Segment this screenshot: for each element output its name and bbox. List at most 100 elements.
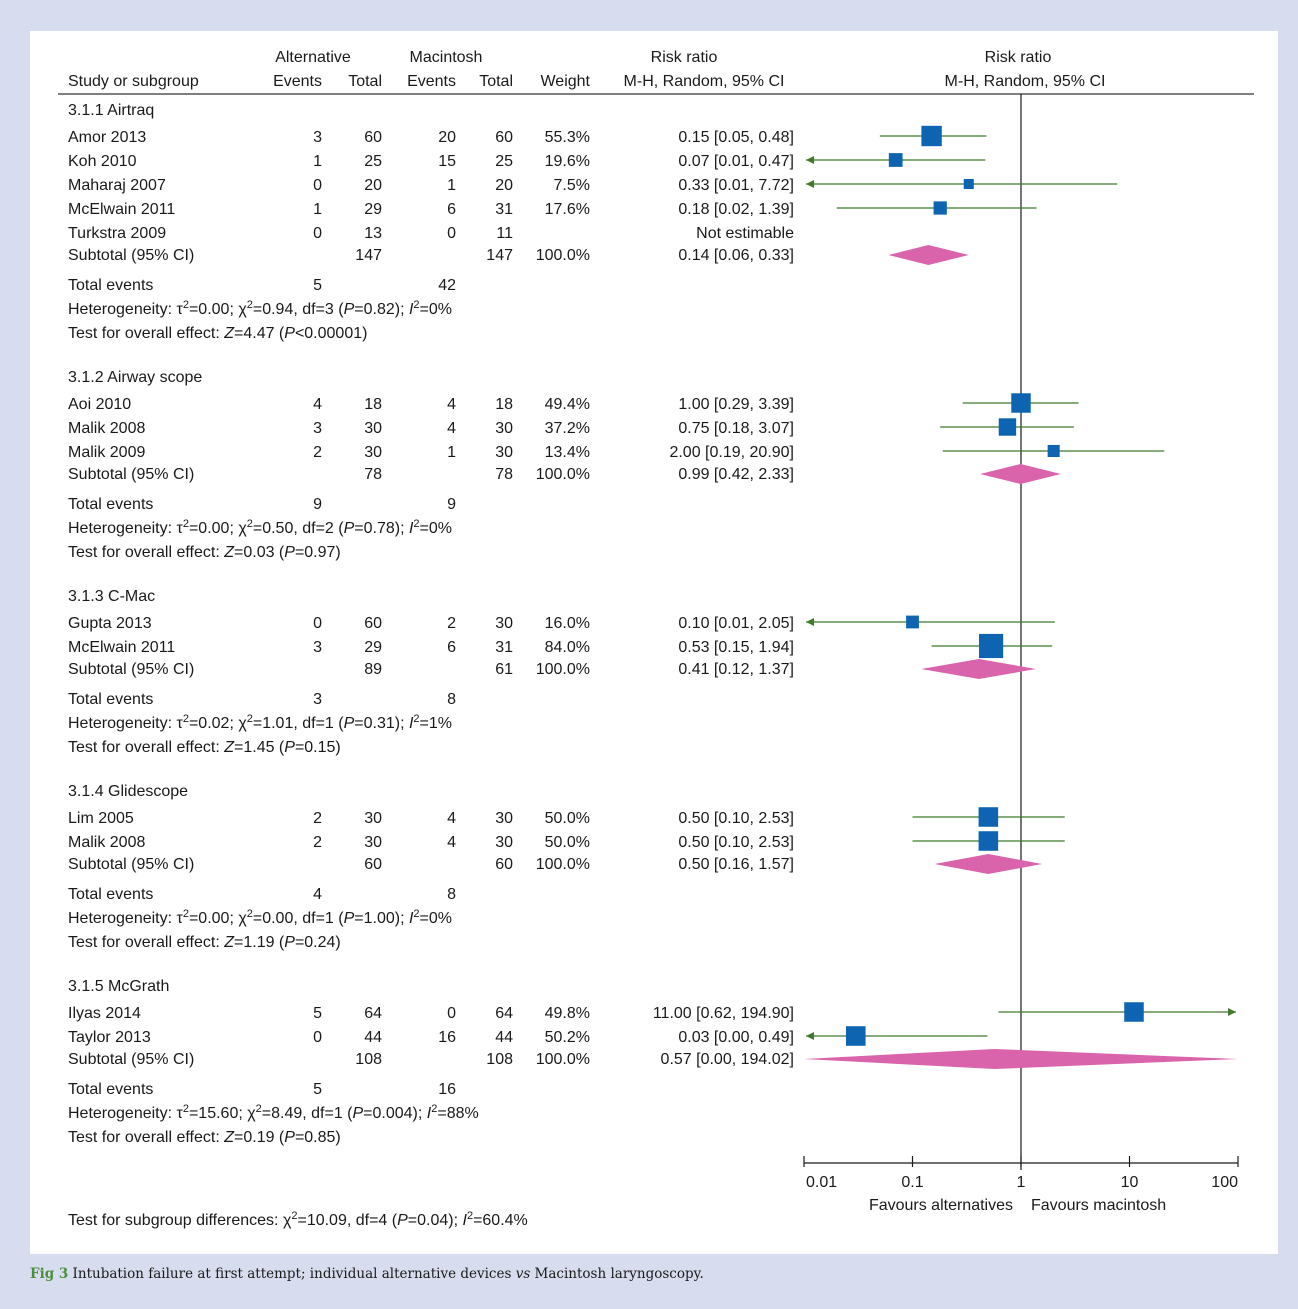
header-group1: Alternative	[275, 49, 351, 66]
subgroup-2-study-3-total-2: 30	[495, 444, 513, 461]
subgroup-1-study-3-weight: 7.5%	[554, 177, 590, 194]
subgroup-4-study-2-total-2: 30	[495, 834, 513, 851]
caption-text-1: Intubation failure at first attempt; ind…	[72, 1266, 516, 1282]
subgroup-1-study-3-square	[963, 178, 974, 190]
subgroup-1-subtotal-weight: 100.0%	[536, 247, 590, 264]
header-total-1: Total	[348, 73, 382, 90]
subgroup-1-study-1-events-2: 20	[438, 129, 456, 146]
subgroup-2-study-2-events-1: 3	[313, 420, 322, 437]
subgroup-1-overall-effect: Test for overall effect: Z=4.47 (P<0.000…	[68, 325, 367, 342]
subgroup-1-title: 3.1.1 Airtraq	[68, 102, 154, 119]
subgroup-3-total-events-1: 3	[313, 691, 322, 708]
subgroup-3-study-2-weight: 84.0%	[545, 639, 590, 656]
subgroup-3-title: 3.1.3 C-Mac	[68, 588, 155, 605]
subgroup-5-study-1-weight: 49.8%	[545, 1005, 590, 1022]
subgroup-5-study-2-square	[845, 1026, 866, 1046]
subgroup-4-study-1-weight: 50.0%	[545, 810, 590, 827]
subgroup-5-study-1-ci-arrow-right	[1228, 1008, 1236, 1016]
subgroup-5-study-2-events-1: 0	[313, 1029, 322, 1046]
subgroup-5-study-2-events-2: 16	[438, 1029, 456, 1046]
favours-left-label: Favours alternatives	[869, 1197, 1013, 1214]
subgroup-3-study-2-events-1: 3	[313, 639, 322, 656]
subgroup-3-study-2-events-2: 6	[447, 639, 456, 656]
subgroup-3-study-2-total-2: 31	[495, 639, 513, 656]
subgroup-2-study-3-total-1: 30	[364, 444, 382, 461]
subgroup-3-study-2-name: McElwain 2011	[68, 639, 175, 656]
subgroup-1-heterogeneity: Heterogeneity: τ2=0.00; χ2=0.94, df=3 (P…	[68, 299, 452, 318]
subgroup-5-study-2-total-1: 44	[364, 1029, 382, 1046]
subgroup-2-study-1-events-2: 4	[447, 396, 456, 413]
subgroup-2-study-3-events-1: 2	[313, 444, 322, 461]
subgroup-5-subtotal-total-2: 108	[486, 1051, 513, 1068]
subgroup-2-study-3-name: Malik 2009	[68, 444, 145, 461]
subgroup-1-study-2-square	[888, 153, 903, 167]
header-rr-table-1: Risk ratio	[651, 49, 718, 66]
subgroup-2-subtotal-total-1: 78	[364, 466, 382, 483]
subgroup-1-study-3-total-2: 20	[495, 177, 513, 194]
subgroup-4-subtotal-weight: 100.0%	[536, 856, 590, 873]
subgroup-2-study-3-square	[1047, 444, 1060, 458]
subgroup-3-study-2-square	[979, 633, 1004, 659]
subgroup-4-study-1-name: Lim 2005	[68, 810, 134, 827]
subgroup-2-study-2-square	[998, 418, 1017, 436]
x-axis-tick-label-4: 10	[1121, 1174, 1139, 1191]
subgroup-3-study-1-events-2: 2	[447, 615, 456, 632]
subgroup-3-subtotal-total-1: 89	[364, 661, 382, 678]
subgroup-1-study-2-name: Koh 2010	[68, 153, 137, 170]
subgroup-4-study-2-ci-text: 0.50 [0.10, 2.53]	[678, 834, 794, 851]
subgroup-2-study-3-ci-text: 2.00 [0.19, 20.90]	[669, 444, 794, 461]
subgroup-5-study-1-events-2: 0	[447, 1005, 456, 1022]
favours-right-label: Favours macintosh	[1031, 1197, 1166, 1214]
subgroup-4-subtotal-diamond	[934, 854, 1043, 874]
subgroup-1-study-5-name: Turkstra 2009	[68, 225, 166, 242]
subgroup-4-total-events-1: 4	[313, 886, 322, 903]
subgroup-1-subtotal-total-2: 147	[486, 247, 513, 264]
subgroup-5-study-1-total-2: 64	[495, 1005, 513, 1022]
subgroup-3-subtotal-total-2: 61	[495, 661, 513, 678]
subgroup-1-study-3-name: Maharaj 2007	[68, 177, 166, 194]
subgroup-2-study-2-total-2: 30	[495, 420, 513, 437]
subgroup-1-study-2-events-2: 15	[438, 153, 456, 170]
subgroup-5-subtotal-total-1: 108	[355, 1051, 382, 1068]
subgroup-4-subtotal-total-2: 60	[495, 856, 513, 873]
subgroup-1-study-5-total-1: 13	[364, 225, 382, 242]
subgroup-1-total-events-1: 5	[313, 277, 322, 294]
figure-panel	[30, 31, 1278, 1254]
subgroup-3-subtotal-weight: 100.0%	[536, 661, 590, 678]
subgroup-1-study-1-weight: 55.3%	[545, 129, 590, 146]
header-rr-table-2: M-H, Random, 95% CI	[624, 73, 785, 90]
subgroup-1-study-4-square	[933, 201, 947, 215]
subgroup-2-study-2-ci-text: 0.75 [0.18, 3.07]	[678, 420, 794, 437]
subgroup-4-subtotal-total-1: 60	[364, 856, 382, 873]
subgroup-4-study-1-square	[978, 807, 999, 827]
subgroup-2-subtotal-total-2: 78	[495, 466, 513, 483]
subgroup-5-subtotal-weight: 100.0%	[536, 1051, 590, 1068]
subgroup-2-total-events-1: 9	[313, 496, 322, 513]
subgroup-2-study-2-events-2: 4	[447, 420, 456, 437]
subgroup-1-study-4-events-1: 1	[313, 201, 322, 218]
subgroup-2-study-1-events-1: 4	[313, 396, 322, 413]
subgroup-5-study-1-ci-text: 11.00 [0.62, 194.90]	[653, 1005, 794, 1022]
subgroup-5-study-2-weight: 50.2%	[545, 1029, 590, 1046]
subgroup-2-study-1-name: Aoi 2010	[68, 396, 131, 413]
subgroup-3-study-2-ci-text: 0.53 [0.15, 1.94]	[678, 639, 794, 656]
subgroup-5-study-1-name: Ilyas 2014	[68, 1005, 141, 1022]
subgroup-1-study-2-total-2: 25	[495, 153, 513, 170]
caption-vs: vs	[515, 1266, 531, 1282]
subgroup-1-study-4-total-1: 29	[364, 201, 382, 218]
subgroup-1-study-1-square	[921, 125, 942, 147]
subgroup-2-subtotal-ci-text: 0.99 [0.42, 2.33]	[678, 466, 794, 483]
subgroup-5-subtotal-ci-text: 0.57 [0.00, 194.02]	[661, 1051, 794, 1068]
subgroup-1-study-4-events-2: 6	[447, 201, 456, 218]
header-rr-plot-1: Risk ratio	[985, 49, 1052, 66]
subgroup-3-study-1-name: Gupta 2013	[68, 615, 152, 632]
subgroup-2-study-2-weight: 37.2%	[545, 420, 590, 437]
subgroup-4-total-events-2: 8	[447, 886, 456, 903]
subgroup-1-study-1-events-1: 3	[313, 129, 322, 146]
subgroup-4-study-2-name: Malik 2008	[68, 834, 145, 851]
subgroup-3-subtotal-label: Subtotal (95% CI)	[68, 661, 194, 678]
subgroup-1-study-3-events-2: 1	[447, 177, 456, 194]
subgroup-1-subtotal-ci-text: 0.14 [0.06, 0.33]	[678, 247, 794, 264]
subgroup-5-total-events-label: Total events	[68, 1081, 153, 1098]
subgroup-3-study-1-ci-text: 0.10 [0.01, 2.05]	[678, 615, 794, 632]
